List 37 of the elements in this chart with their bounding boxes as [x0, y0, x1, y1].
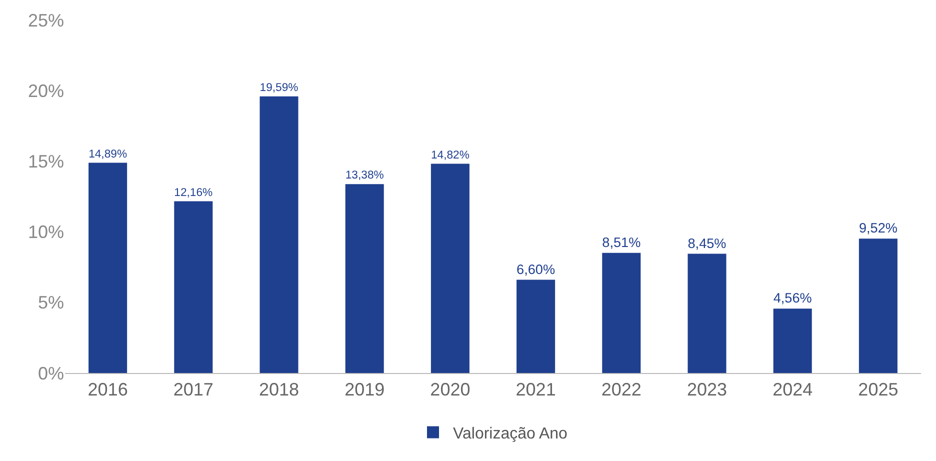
x-tick-label: 2020 [430, 380, 470, 400]
bar [88, 162, 128, 373]
x-tick-label: 2025 [858, 380, 898, 400]
y-tick-label: 10% [28, 222, 64, 242]
bar [174, 201, 213, 373]
data-label: 14,89% [88, 148, 128, 160]
bar [516, 280, 556, 373]
data-label: 12,16% [174, 186, 213, 199]
bar [430, 164, 470, 373]
x-tick-label: 2021 [516, 380, 556, 400]
bar [602, 252, 641, 373]
data-label: 8,45% [688, 236, 726, 251]
x-tick-label: 2022 [601, 380, 642, 400]
bar [345, 184, 384, 373]
y-tick-label: 5% [38, 292, 64, 313]
data-label: 14,82% [430, 149, 470, 162]
legend-label: Valorização Ano [453, 426, 568, 442]
y-tick-label: 25% [28, 10, 64, 30]
data-label: 4,56% [773, 290, 812, 306]
x-tick-label: 2016 [88, 380, 128, 400]
bar [688, 254, 726, 373]
x-tick-label: 2017 [173, 380, 214, 400]
y-tick-label: 15% [28, 152, 64, 172]
x-tick-label: 2023 [686, 380, 728, 400]
x-tick-label: 2019 [344, 380, 385, 400]
x-tick-label: 2024 [772, 380, 813, 400]
y-tick-label: 20% [28, 80, 64, 101]
x-tick-label: 2018 [258, 380, 300, 400]
bar [773, 308, 812, 373]
bar [858, 238, 898, 373]
data-label: 9,52% [858, 220, 898, 236]
data-label: 8,51% [602, 234, 641, 250]
data-label: 19,59% [260, 82, 298, 94]
data-label: 6,60% [516, 262, 556, 277]
data-label: 13,38% [345, 170, 384, 182]
y-tick-label: 0% [38, 363, 64, 384]
bar [260, 96, 298, 373]
